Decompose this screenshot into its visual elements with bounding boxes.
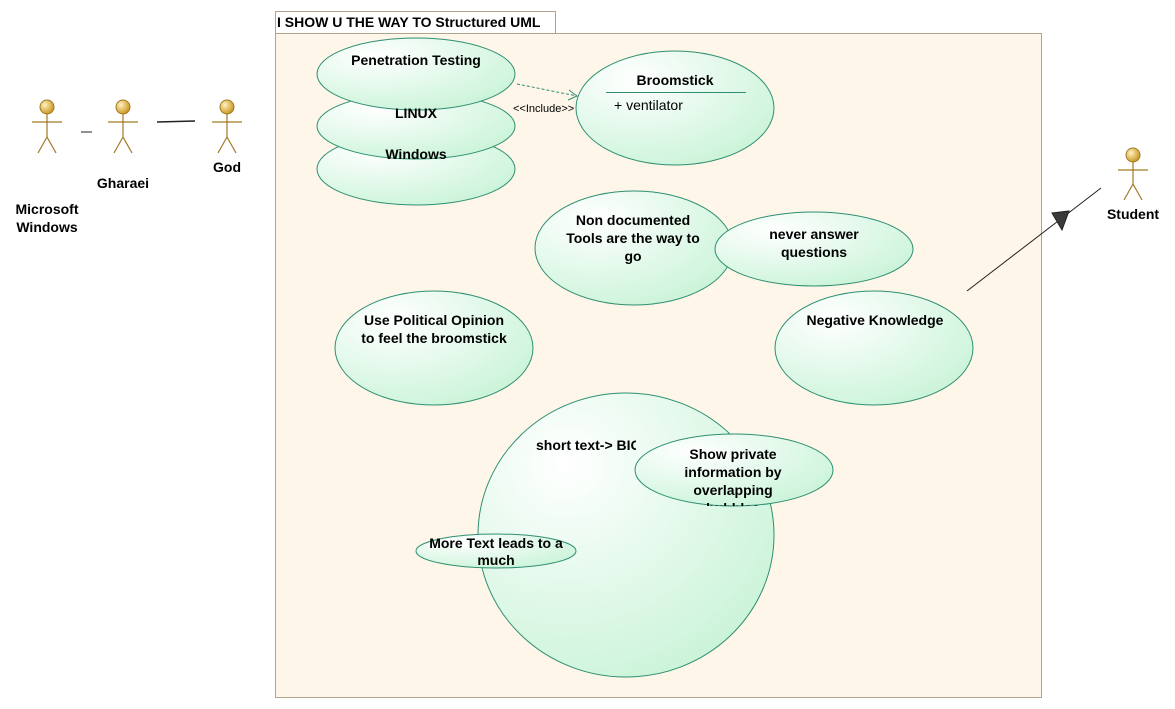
actor-head (39, 99, 55, 115)
actor-head (219, 99, 235, 115)
link-gharaei-god[interactable] (156, 120, 196, 123)
usecase-broomstick-ellipse[interactable] (575, 50, 775, 166)
usecase-political-opinion-ellipse[interactable] (334, 290, 534, 406)
actor-head (1125, 147, 1141, 163)
broomstick-attribute: + ventilator (614, 97, 683, 113)
actor-microsoft-windows[interactable] (32, 99, 62, 154)
usecase-non-documented-label: Non documented Tools are the way to go (566, 212, 700, 264)
usecase-big-bubble-label: short text-> BIG BUBBLE (536, 437, 636, 453)
actor-body (32, 114, 62, 154)
usecase-never-answer-ellipse[interactable] (714, 211, 914, 287)
usecase-negative-knowledge-label: Negative Knowledge (806, 312, 944, 328)
actor-body (1118, 162, 1148, 201)
usecase-never-answer-label: never answer questions (769, 226, 859, 260)
actor-god[interactable] (212, 99, 242, 154)
usecase-more-text-label: More Text leads to a much (429, 535, 563, 567)
actor-head (115, 99, 131, 115)
actor-student-label: Student (1106, 206, 1160, 222)
actor-microsoft-windows-label: Microsoft Windows (15, 201, 79, 235)
usecase-more-text-ellipse[interactable] (415, 533, 577, 569)
usecase-linux-label: LINUX (395, 107, 437, 120)
student-association-line[interactable] (966, 187, 1102, 292)
usecase-negative-knowledge-ellipse[interactable] (774, 290, 974, 406)
include-dependency-line[interactable] (516, 83, 578, 97)
actor-body (108, 114, 138, 154)
usecase-broomstick-label: Broomstick (636, 72, 714, 88)
include-arrowhead (567, 89, 578, 101)
student-association-arrowhead (1051, 210, 1070, 232)
system-title: I SHOW U THE WAY TO Structured UML (275, 11, 556, 33)
usecase-penetration-testing-label: Penetration Testing (351, 52, 481, 68)
usecase-penetration-testing-ellipse[interactable] (316, 37, 516, 111)
usecase-show-private-ellipse[interactable] (634, 433, 834, 507)
actor-body (212, 114, 242, 154)
actor-god-label: God (213, 159, 241, 175)
actor-gharaei[interactable] (108, 99, 138, 154)
include-stereotype-label: <<Include>> (513, 103, 575, 115)
usecase-windows-label: Windows (385, 146, 447, 162)
usecase-show-private-label: Show private information by overlapping … (684, 446, 782, 506)
usecase-political-opinion-label: Use Political Opinion to feel the brooms… (361, 312, 507, 346)
actor-gharaei-label: Gharaei (96, 175, 150, 191)
actor-student[interactable] (1118, 147, 1148, 201)
